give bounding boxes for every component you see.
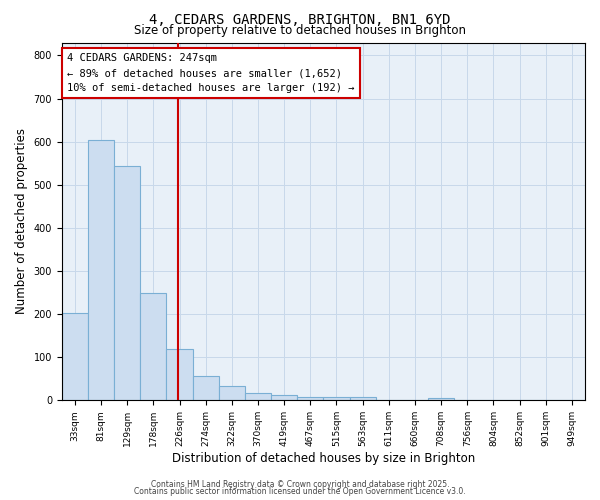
- Text: 4, CEDARS GARDENS, BRIGHTON, BN1 6YD: 4, CEDARS GARDENS, BRIGHTON, BN1 6YD: [149, 12, 451, 26]
- Bar: [271, 395, 297, 400]
- Bar: [323, 397, 350, 400]
- Bar: [219, 386, 245, 400]
- Bar: [350, 398, 376, 400]
- Text: Contains HM Land Registry data © Crown copyright and database right 2025.: Contains HM Land Registry data © Crown c…: [151, 480, 449, 489]
- Bar: [297, 397, 323, 400]
- X-axis label: Distribution of detached houses by size in Brighton: Distribution of detached houses by size …: [172, 452, 475, 465]
- Text: Contains public sector information licensed under the Open Government Licence v3: Contains public sector information licen…: [134, 487, 466, 496]
- Text: 4 CEDARS GARDENS: 247sqm
← 89% of detached houses are smaller (1,652)
10% of sem: 4 CEDARS GARDENS: 247sqm ← 89% of detach…: [67, 54, 355, 93]
- Y-axis label: Number of detached properties: Number of detached properties: [15, 128, 28, 314]
- Bar: [140, 292, 166, 401]
- Bar: [62, 313, 88, 400]
- Bar: [193, 376, 219, 400]
- Bar: [114, 166, 140, 400]
- Bar: [88, 140, 114, 400]
- Bar: [166, 348, 193, 401]
- Text: Size of property relative to detached houses in Brighton: Size of property relative to detached ho…: [134, 24, 466, 37]
- Bar: [428, 398, 454, 400]
- Bar: [245, 393, 271, 400]
